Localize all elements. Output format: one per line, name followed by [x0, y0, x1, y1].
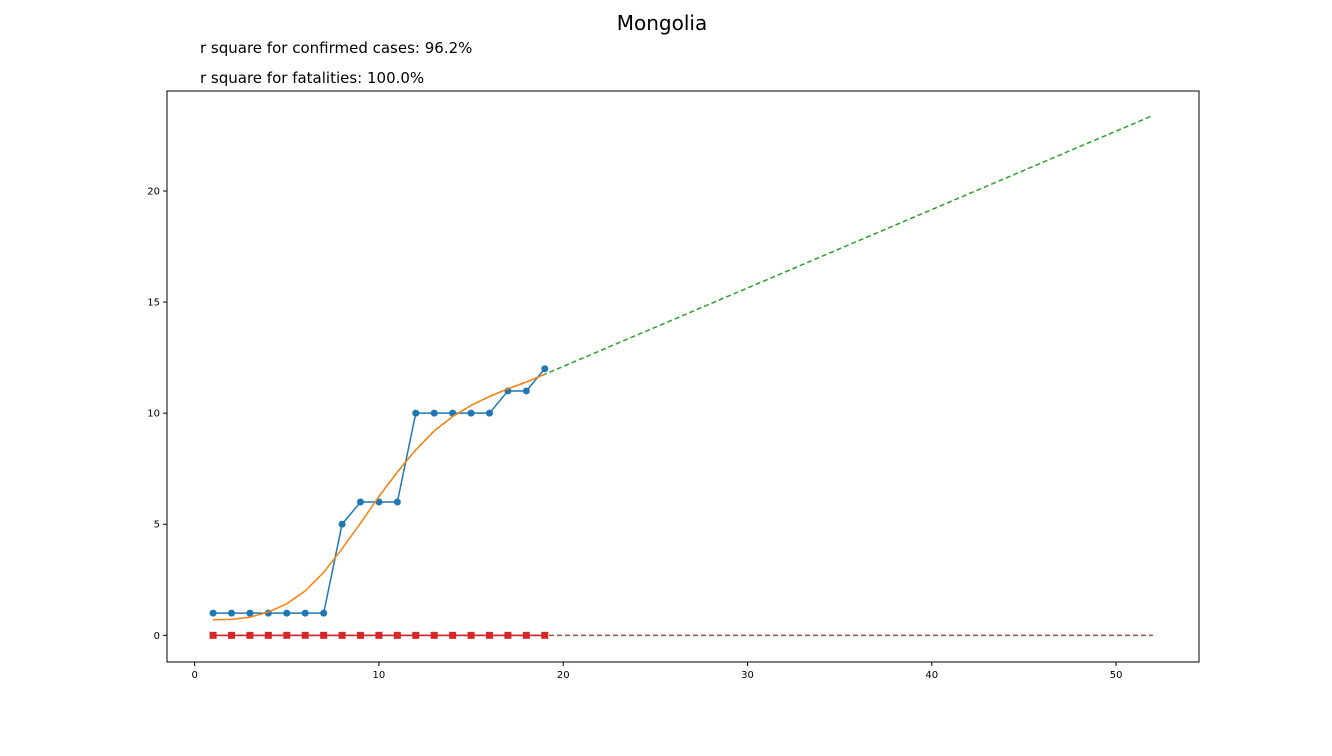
x-tick-label: 0: [191, 670, 197, 681]
data-point-fatalities: [430, 631, 438, 639]
plot-frame: [166, 90, 1200, 663]
data-point-confirmed: [301, 609, 309, 617]
data-point-confirmed: [393, 498, 401, 506]
data-point-confirmed: [486, 409, 493, 417]
data-point-confirmed: [467, 409, 475, 417]
y-tick-label: 5: [154, 520, 160, 531]
data-point-confirmed: [412, 409, 420, 417]
plot-area: 0 10 20 30 40 50 0 5 10 15 20: [147, 90, 1200, 681]
x-tick-label: 40: [925, 670, 938, 681]
data-point-fatalities: [301, 631, 309, 639]
data-point-confirmed: [209, 609, 217, 617]
r-square-confirmed-annotation: r square for confirmed cases: 96.2%: [200, 39, 472, 57]
y-tick-label: 15: [147, 298, 160, 309]
y-tick-label: 0: [154, 631, 160, 642]
y-tick-label: 10: [147, 409, 160, 420]
data-point-fatalities: [541, 631, 549, 639]
data-point-fatalities: [486, 631, 493, 639]
series-line-confirmed: [213, 368, 546, 614]
data-point-fatalities: [264, 631, 272, 639]
data-point-confirmed: [228, 609, 235, 617]
data-point-fatalities: [209, 631, 217, 639]
data-point-confirmed: [541, 365, 549, 373]
data-point-fatalities: [504, 631, 512, 639]
data-point-fatalities: [320, 631, 328, 639]
x-tick-label: 30: [741, 670, 754, 681]
y-tick-label: 20: [147, 186, 160, 197]
data-point-confirmed: [320, 609, 328, 617]
data-point-confirmed: [338, 520, 346, 528]
data-point-fatalities: [449, 631, 457, 639]
x-tick-label: 20: [557, 670, 570, 681]
r-square-fatalities-annotation: r square for fatalities: 100.0%: [200, 69, 424, 87]
series-line-confirmed-projection: [378, 114, 1154, 497]
data-point-fatalities: [246, 631, 254, 639]
data-point-fatalities: [412, 631, 420, 639]
data-point-fatalities: [467, 631, 475, 639]
data-point-confirmed: [357, 498, 364, 506]
data-point-confirmed: [246, 609, 254, 617]
data-point-fatalities: [522, 631, 530, 639]
x-tick-label: 50: [1110, 670, 1123, 681]
data-point-fatalities: [283, 631, 291, 639]
data-point-confirmed: [430, 409, 438, 417]
data-point-fatalities: [393, 631, 401, 639]
data-point-fatalities: [375, 631, 383, 639]
data-point-fatalities: [338, 631, 346, 639]
data-point-confirmed: [522, 387, 530, 395]
data-point-confirmed: [283, 609, 291, 617]
series-line-confirmed-fit: [213, 373, 546, 621]
data-point-fatalities: [357, 631, 364, 639]
data-point-fatalities: [228, 631, 235, 639]
chart-title: Mongolia: [617, 11, 707, 35]
x-tick-label: 10: [373, 670, 386, 681]
